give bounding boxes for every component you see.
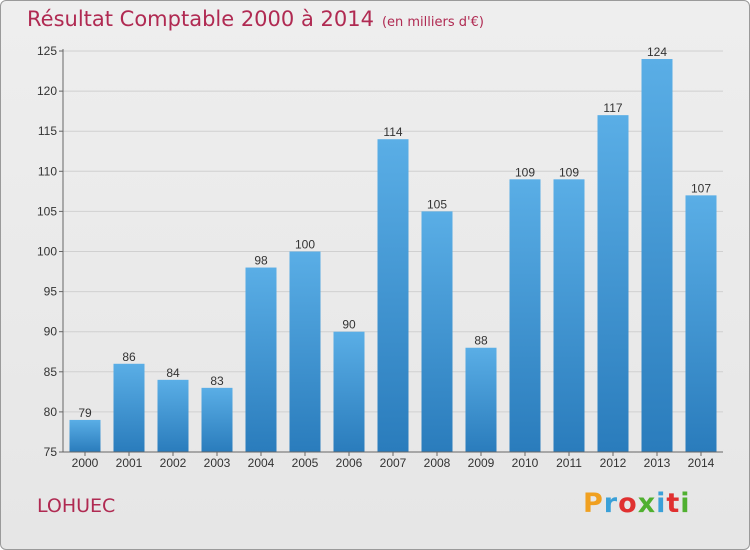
y-tick-label: 95	[44, 285, 58, 299]
bar	[245, 267, 277, 452]
y-tick-label: 105	[37, 204, 57, 218]
bar	[641, 59, 673, 453]
y-tick-label: 75	[44, 445, 58, 459]
data-label: 114	[383, 125, 402, 139]
bar	[553, 179, 585, 452]
y-tick-label: 125	[37, 44, 57, 58]
y-tick-label: 80	[44, 405, 58, 419]
data-label: 83	[210, 374, 224, 388]
x-tick-label: 2004	[248, 456, 275, 470]
chart-title-text: Résultat Comptable 2000 à 2014	[27, 7, 374, 31]
logo-letter: P	[583, 488, 604, 519]
bar	[201, 387, 233, 452]
data-label: 86	[122, 350, 136, 364]
data-label: 98	[254, 254, 268, 268]
data-label: 107	[691, 181, 711, 195]
x-tick-label: 2002	[160, 456, 187, 470]
data-label: 109	[559, 165, 579, 179]
x-tick-label: 2005	[292, 456, 319, 470]
data-label: 109	[515, 165, 535, 179]
data-label: 100	[295, 238, 315, 252]
x-tick-label: 2001	[116, 456, 143, 470]
logo-letter: i	[680, 488, 691, 519]
logo-letter: x	[637, 488, 657, 519]
bar	[289, 251, 321, 452]
logo-letter: r	[603, 488, 619, 519]
x-tick-label: 2007	[380, 456, 407, 470]
chart-title: Résultat Comptable 2000 à 2014 (en millie…	[27, 7, 484, 31]
x-tick-label: 2013	[644, 456, 671, 470]
labels: 75 80 85 90 95 100 105 110 115 120 125 79 2000 86 2001…	[37, 44, 715, 470]
x-tick-label: 2006	[336, 456, 363, 470]
axes	[59, 49, 723, 456]
bar	[69, 419, 101, 452]
bar	[157, 379, 189, 452]
y-tick-label: 100	[37, 245, 57, 259]
bar	[465, 347, 497, 452]
x-tick-label: 2009	[468, 456, 495, 470]
y-tick-label: 90	[44, 325, 58, 339]
x-tick-label: 2003	[204, 456, 231, 470]
bar	[509, 179, 541, 452]
x-tick-label: 2000	[72, 456, 99, 470]
data-label: 124	[647, 45, 667, 59]
x-tick-label: 2012	[600, 456, 627, 470]
bar	[377, 139, 409, 452]
data-label: 84	[166, 366, 180, 380]
bar	[113, 363, 145, 452]
bar	[685, 195, 717, 453]
x-tick-label: 2008	[424, 456, 451, 470]
y-tick-label: 120	[37, 84, 57, 98]
bars	[69, 59, 717, 453]
logo-letter: i	[656, 488, 667, 519]
y-tick-label: 85	[44, 365, 58, 379]
y-tick-label: 110	[38, 164, 57, 178]
y-tick-label: 115	[38, 124, 57, 138]
bar	[597, 115, 629, 452]
data-label: 117	[603, 101, 622, 115]
logo-letter: o	[618, 488, 638, 519]
data-label: 79	[78, 406, 92, 420]
logo-letter: t	[666, 488, 681, 519]
commune-name: LOHUEC	[37, 495, 116, 517]
x-tick-label: 2014	[688, 456, 715, 470]
x-tick-label: 2011	[556, 456, 582, 470]
data-label: 90	[342, 318, 356, 332]
chart-subtitle: (en milliers d'€)	[381, 15, 484, 30]
x-tick-label: 2010	[512, 456, 539, 470]
data-label: 105	[427, 197, 447, 211]
data-label: 88	[474, 334, 488, 348]
proxiti-logo: Proxiti	[583, 488, 691, 519]
bar	[333, 331, 365, 452]
bar	[421, 211, 453, 452]
